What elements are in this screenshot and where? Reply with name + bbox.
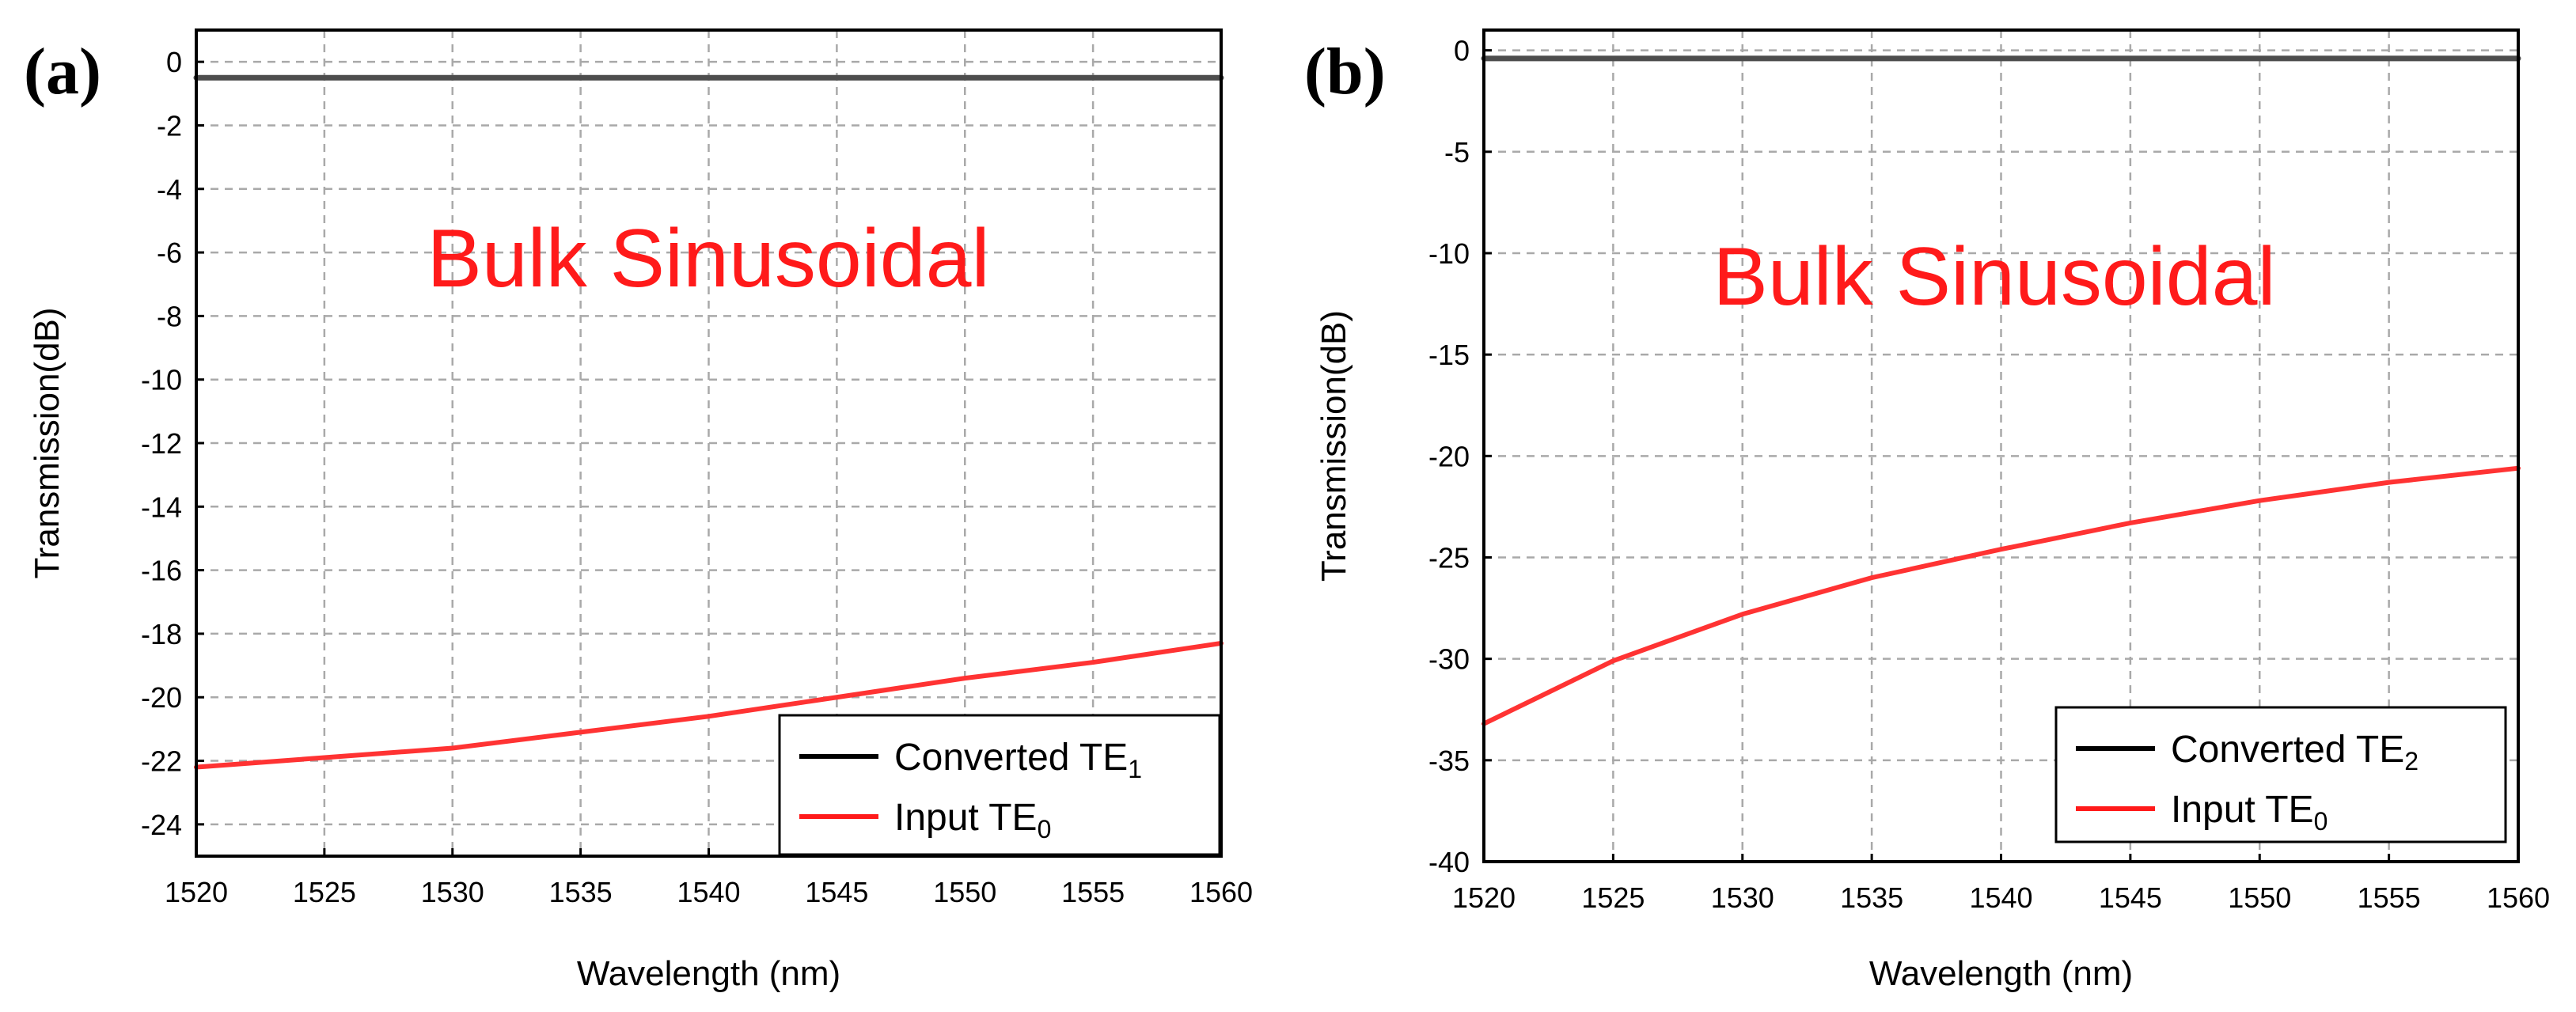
panel-label: (b) [1304, 35, 1386, 108]
legend-box [2054, 706, 2507, 843]
x-tick-label: 1520 [1452, 881, 1516, 914]
annotation-text: Bulk Sinusoidal [1713, 231, 2275, 323]
x-tick-label: 1550 [2228, 881, 2291, 914]
chart-panel-b: 1520 1525 1530 1535 1540 1545 1550 1555 1560 0 -5 -… [1304, 28, 2550, 993]
x-tick-label: 1545 [2099, 881, 2162, 914]
y-tick-label: -4 [157, 173, 182, 206]
x-tick-label: 1560 [2487, 881, 2550, 914]
y-tick-label: -15 [1428, 339, 1470, 371]
legend-label-input: Input TE0 [2171, 789, 2328, 836]
x-axis-label: Wavelength (nm) [1869, 954, 2133, 993]
y-tick-label: -10 [141, 364, 182, 396]
y-tick-label: -30 [1428, 643, 1470, 676]
y-tick-label: -6 [157, 237, 182, 269]
x-tick-label: 1555 [2358, 881, 2421, 914]
series-line-input [194, 640, 1224, 770]
x-tick-label: 1535 [1840, 881, 1903, 914]
y-tick-label: 0 [1454, 35, 1470, 67]
legend-label-input: Input TE0 [894, 797, 1051, 843]
y-tick-label: -5 [1444, 136, 1470, 169]
y-tick-label: -25 [1428, 541, 1470, 574]
y-tick-label: -10 [1428, 237, 1470, 270]
legend-label-converted: Converted TE2 [2171, 729, 2419, 775]
x-tick-label: 1520 [165, 876, 228, 908]
legend: Converted TE1 Input TE0 [778, 714, 1221, 856]
x-tick-label: 1545 [805, 876, 868, 908]
y-tick-label: -16 [141, 555, 182, 587]
y-tick-label: -18 [141, 618, 182, 650]
y-axis-label: Transmission(dB) [1315, 310, 1353, 582]
x-tick-label: 1560 [1189, 876, 1253, 908]
y-tick-label: -40 [1428, 846, 1470, 878]
y-tick-label: -20 [141, 681, 182, 714]
plot-frame [1482, 28, 2520, 863]
y-tick-label: 0 [166, 46, 182, 78]
series-line-input [1481, 465, 2521, 726]
legend-box [778, 714, 1221, 856]
x-tick-label: 1550 [933, 876, 996, 908]
x-tick-label: 1540 [1969, 881, 2032, 914]
x-tick-label: 1525 [293, 876, 356, 908]
plot-frame [195, 28, 1223, 858]
y-tick-label: -35 [1428, 745, 1470, 777]
y-tick-label: -22 [141, 745, 182, 778]
annotation-text: Bulk Sinusoidal [427, 213, 989, 305]
y-tick-label: -14 [141, 491, 182, 523]
x-tick-label: 1540 [677, 876, 740, 908]
y-tick-label: -12 [141, 427, 182, 460]
y-tick-label: -24 [141, 809, 182, 841]
legend: Converted TE2 Input TE0 [2054, 706, 2507, 843]
x-tick-label: 1525 [1581, 881, 1645, 914]
x-tick-label: 1530 [1711, 881, 1774, 914]
panel-label: (a) [24, 35, 101, 108]
legend-label-converted: Converted TE1 [894, 737, 1142, 783]
chart-panel-a: 1520 1525 1530 1535 1540 1545 1550 1555 1560 0 -2 -… [24, 28, 1253, 993]
x-axis-label: Wavelength (nm) [577, 954, 840, 993]
x-tick-label: 1530 [421, 876, 484, 908]
y-tick-label: -2 [157, 109, 182, 142]
y-tick-label: -8 [157, 300, 182, 332]
x-tick-label: 1555 [1061, 876, 1125, 908]
y-tick-label: -20 [1428, 440, 1470, 472]
y-axis-label: Transmission(dB) [28, 307, 66, 578]
x-tick-label: 1535 [549, 876, 613, 908]
